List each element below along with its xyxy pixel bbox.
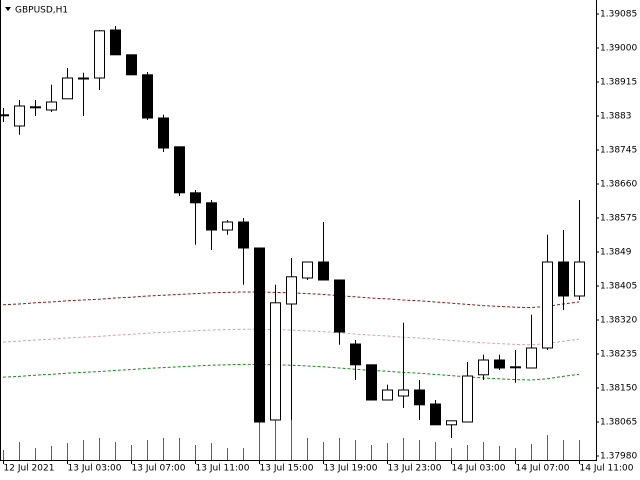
envelope-line bbox=[2, 291, 580, 309]
candle-body bbox=[78, 77, 89, 80]
candle-body bbox=[30, 106, 41, 109]
x-tick-label: 13 Jul 15:00 bbox=[260, 464, 314, 474]
candle-body bbox=[174, 146, 185, 194]
candle-body bbox=[462, 375, 473, 423]
candle-body bbox=[190, 192, 201, 204]
candle-body bbox=[110, 29, 121, 56]
x-tick-label: 14 Jul 11:00 bbox=[580, 464, 634, 474]
x-tick-label: 14 Jul 07:00 bbox=[516, 464, 570, 474]
candle-body bbox=[286, 276, 297, 305]
candle-body bbox=[318, 261, 329, 281]
y-tick-label: 1.38915 bbox=[600, 78, 637, 88]
y-tick-label: 1.38065 bbox=[600, 418, 637, 428]
x-tick-label: 14 Jul 03:00 bbox=[452, 464, 506, 474]
y-tick-label: 1.38150 bbox=[600, 384, 637, 394]
y-tick-label: 1.38745 bbox=[600, 146, 637, 156]
candle-body bbox=[478, 359, 489, 376]
x-tick-label: 13 Jul 07:00 bbox=[132, 464, 186, 474]
y-tick-label: 1.3883 bbox=[600, 112, 632, 122]
y-tick-label: 1.38320 bbox=[600, 316, 637, 326]
y-tick-label: 1.39085 bbox=[600, 10, 637, 20]
y-tick-label: 1.38575 bbox=[600, 214, 637, 224]
candle-body bbox=[382, 389, 393, 401]
candle-body bbox=[62, 77, 73, 100]
candle-body bbox=[222, 221, 233, 231]
y-tick-label: 1.39000 bbox=[600, 44, 637, 54]
x-tick-label: 12 Jul 2021 bbox=[4, 464, 55, 474]
menu-triangle[interactable] bbox=[5, 7, 11, 11]
candle-body bbox=[14, 105, 25, 127]
candle-body bbox=[334, 279, 345, 333]
candle-body bbox=[0, 114, 9, 117]
candle-body bbox=[526, 347, 537, 369]
candle-body bbox=[414, 389, 425, 406]
candle-body bbox=[574, 261, 585, 297]
candle-body bbox=[446, 420, 457, 426]
candle-body bbox=[46, 101, 57, 111]
candle-body bbox=[126, 54, 137, 76]
x-tick-label: 13 Jul 11:00 bbox=[196, 464, 250, 474]
y-tick-label: 1.37980 bbox=[600, 452, 637, 462]
y-tick-label: 1.38235 bbox=[600, 350, 637, 360]
candle-body bbox=[270, 302, 281, 421]
y-tick-label: 1.38405 bbox=[600, 282, 637, 292]
candle-body bbox=[430, 403, 441, 426]
x-tick-label: 13 Jul 19:00 bbox=[324, 464, 378, 474]
candle-body bbox=[510, 366, 521, 369]
chart-title: GBPUSD,H1 bbox=[15, 6, 68, 16]
candle-body bbox=[142, 74, 153, 119]
envelope-line bbox=[2, 328, 580, 346]
candle-body bbox=[238, 221, 249, 249]
candle-body bbox=[158, 117, 169, 149]
x-tick-label: 13 Jul 03:00 bbox=[68, 464, 122, 474]
candle-body bbox=[350, 343, 361, 366]
y-tick-label: 1.38660 bbox=[600, 180, 637, 190]
y-tick-label: 1.3849 bbox=[600, 248, 632, 258]
candle-body bbox=[366, 364, 377, 401]
candle-body bbox=[302, 261, 313, 279]
candle-body bbox=[494, 359, 505, 369]
candle-body bbox=[558, 261, 569, 297]
candle-body bbox=[206, 202, 217, 231]
x-tick-label: 13 Jul 23:00 bbox=[388, 464, 442, 474]
candle-body bbox=[398, 389, 409, 397]
candle-body bbox=[254, 247, 265, 423]
candle-body bbox=[94, 30, 105, 79]
candle-body bbox=[542, 261, 553, 349]
